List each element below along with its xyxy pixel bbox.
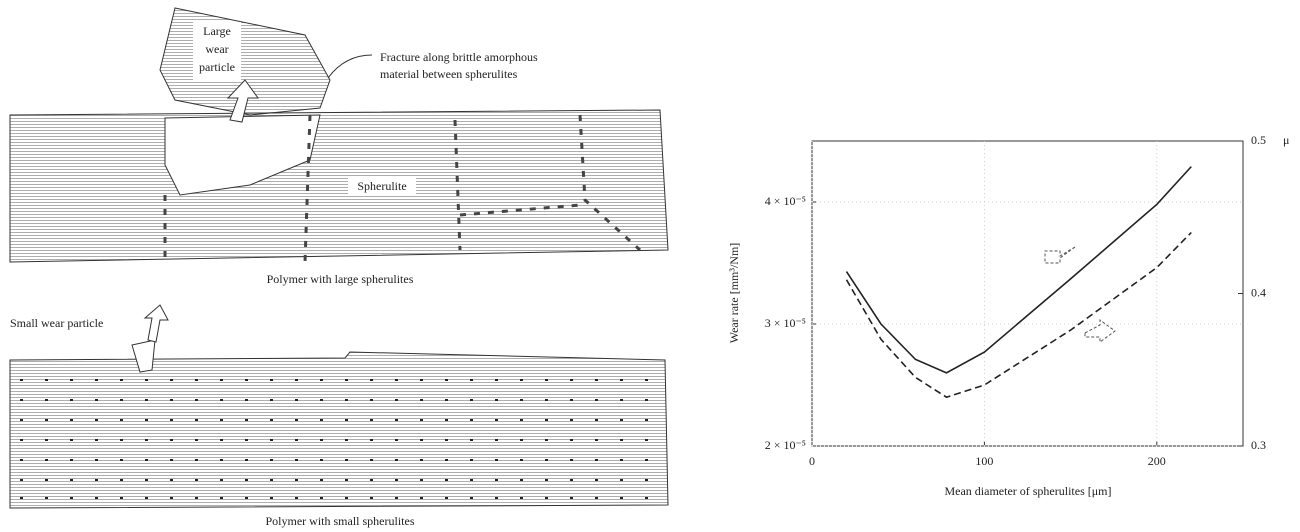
- arrow: [226, 79, 259, 123]
- right-arrow: [1084, 319, 1116, 343]
- polymer-block: [9, 109, 669, 263]
- polymer-block: [9, 351, 669, 509]
- label: material between spherulites: [380, 67, 518, 81]
- left-arrow: [1044, 246, 1076, 264]
- y2-tick-label: 0.5: [1251, 133, 1266, 147]
- label: Small wear particle: [10, 316, 103, 330]
- wear-particle: [131, 339, 156, 373]
- arrow: [143, 304, 169, 343]
- series-line: [845, 231, 1192, 399]
- boundary: [163, 114, 642, 263]
- y-tick-label: 2 × 10⁻⁵: [765, 438, 806, 452]
- y-tick-label: 4 × 10⁻⁵: [765, 194, 806, 208]
- plot-frame: [811, 140, 1244, 447]
- x-axis-label: Mean diameter of spherulites [μm]: [944, 484, 1111, 498]
- y-tick-label: 3 × 10⁻⁵: [765, 316, 806, 330]
- x-tick-label: 0: [809, 454, 815, 468]
- series-line: [845, 166, 1192, 374]
- y2-tick-label: 0.4: [1251, 285, 1266, 299]
- y-axis-label: Wear rate [mm³/Nm]: [727, 243, 741, 344]
- caption: Polymer with small spherulites: [266, 514, 415, 528]
- large-spherulite-diagram: Large wear particle Fracture along britt…: [9, 7, 669, 286]
- label-bg: [348, 178, 416, 196]
- label: Spherulite: [357, 179, 406, 193]
- x-tick-label: 200: [1148, 454, 1166, 468]
- caption: Polymer with large spherulites: [267, 272, 414, 286]
- void: [164, 114, 321, 196]
- label: particle: [199, 60, 235, 74]
- small-spherulite-diagram: Small wear particle Polymer with small s…: [9, 304, 669, 528]
- label: wear: [205, 42, 228, 56]
- y2-tick-label: 0.3: [1251, 438, 1266, 452]
- label: Fracture along brittle amorphous: [380, 50, 538, 64]
- leader: [327, 54, 373, 79]
- label-bg: [193, 22, 241, 80]
- label: Large: [203, 24, 231, 38]
- x-tick-label: 100: [975, 454, 993, 468]
- y2-axis-label: μ: [1283, 133, 1289, 147]
